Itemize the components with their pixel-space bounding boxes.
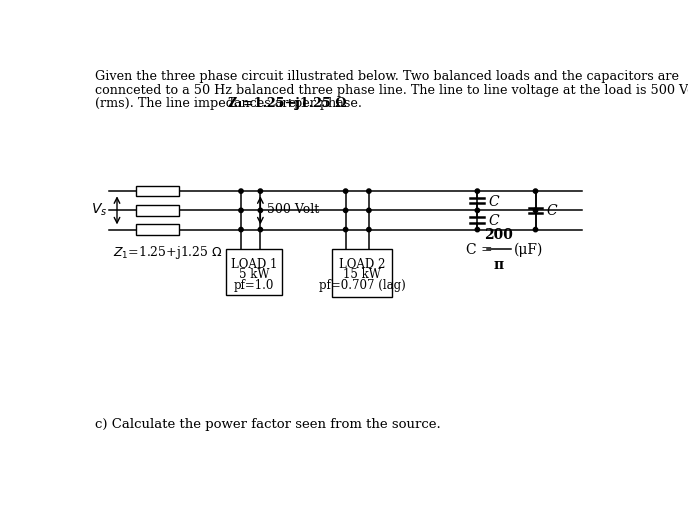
Circle shape bbox=[239, 209, 243, 213]
Circle shape bbox=[367, 209, 371, 213]
Text: C: C bbox=[546, 204, 557, 218]
Text: per phase.: per phase. bbox=[290, 96, 363, 109]
Text: C: C bbox=[488, 214, 499, 228]
Bar bbox=[136, 206, 179, 216]
Circle shape bbox=[343, 209, 348, 213]
Text: LOAD 2: LOAD 2 bbox=[338, 257, 385, 270]
Circle shape bbox=[367, 189, 371, 194]
Text: C =: C = bbox=[466, 242, 493, 257]
Circle shape bbox=[343, 189, 348, 194]
Text: pf=0.707 (lag): pf=0.707 (lag) bbox=[319, 278, 405, 292]
Circle shape bbox=[258, 189, 263, 194]
Text: pf=1.0: pf=1.0 bbox=[234, 278, 274, 292]
Text: $Z_1$=1.25+j1.25 $\Omega$: $Z_1$=1.25+j1.25 $\Omega$ bbox=[113, 244, 223, 261]
Bar bbox=[136, 225, 179, 236]
Circle shape bbox=[367, 228, 371, 232]
Circle shape bbox=[533, 228, 537, 232]
Circle shape bbox=[258, 228, 263, 232]
Circle shape bbox=[533, 209, 537, 213]
Text: C: C bbox=[488, 194, 499, 208]
Circle shape bbox=[343, 228, 348, 232]
Circle shape bbox=[239, 228, 243, 232]
Text: 5 kW: 5 kW bbox=[239, 268, 269, 281]
Text: (μF): (μF) bbox=[514, 242, 543, 257]
Text: (rms). The line impedances are: (rms). The line impedances are bbox=[94, 96, 303, 109]
Text: Given the three phase circuit illustrated below. Two balanced loads and the capa: Given the three phase circuit illustrate… bbox=[94, 70, 678, 83]
Text: 15 kW: 15 kW bbox=[343, 268, 381, 281]
Circle shape bbox=[239, 189, 243, 194]
Circle shape bbox=[475, 228, 480, 232]
Circle shape bbox=[533, 189, 537, 194]
Text: c) Calculate the power factor seen from the source.: c) Calculate the power factor seen from … bbox=[94, 417, 440, 430]
Text: LOAD 1: LOAD 1 bbox=[230, 257, 277, 270]
Text: 500 Volt: 500 Volt bbox=[266, 203, 319, 216]
Text: 200: 200 bbox=[484, 228, 513, 242]
Bar bbox=[226, 249, 282, 295]
Bar bbox=[332, 249, 392, 298]
Circle shape bbox=[258, 209, 263, 213]
Text: π: π bbox=[493, 257, 504, 271]
Circle shape bbox=[475, 209, 480, 213]
Text: Z₁=1.25+j1.25 Ω: Z₁=1.25+j1.25 Ω bbox=[228, 96, 347, 109]
Text: $V_s$: $V_s$ bbox=[92, 201, 108, 217]
Bar bbox=[136, 186, 179, 197]
Text: connceted to a 50 Hz balanced three phase line. The line to line voltage at the : connceted to a 50 Hz balanced three phas… bbox=[94, 83, 688, 96]
Circle shape bbox=[475, 189, 480, 194]
